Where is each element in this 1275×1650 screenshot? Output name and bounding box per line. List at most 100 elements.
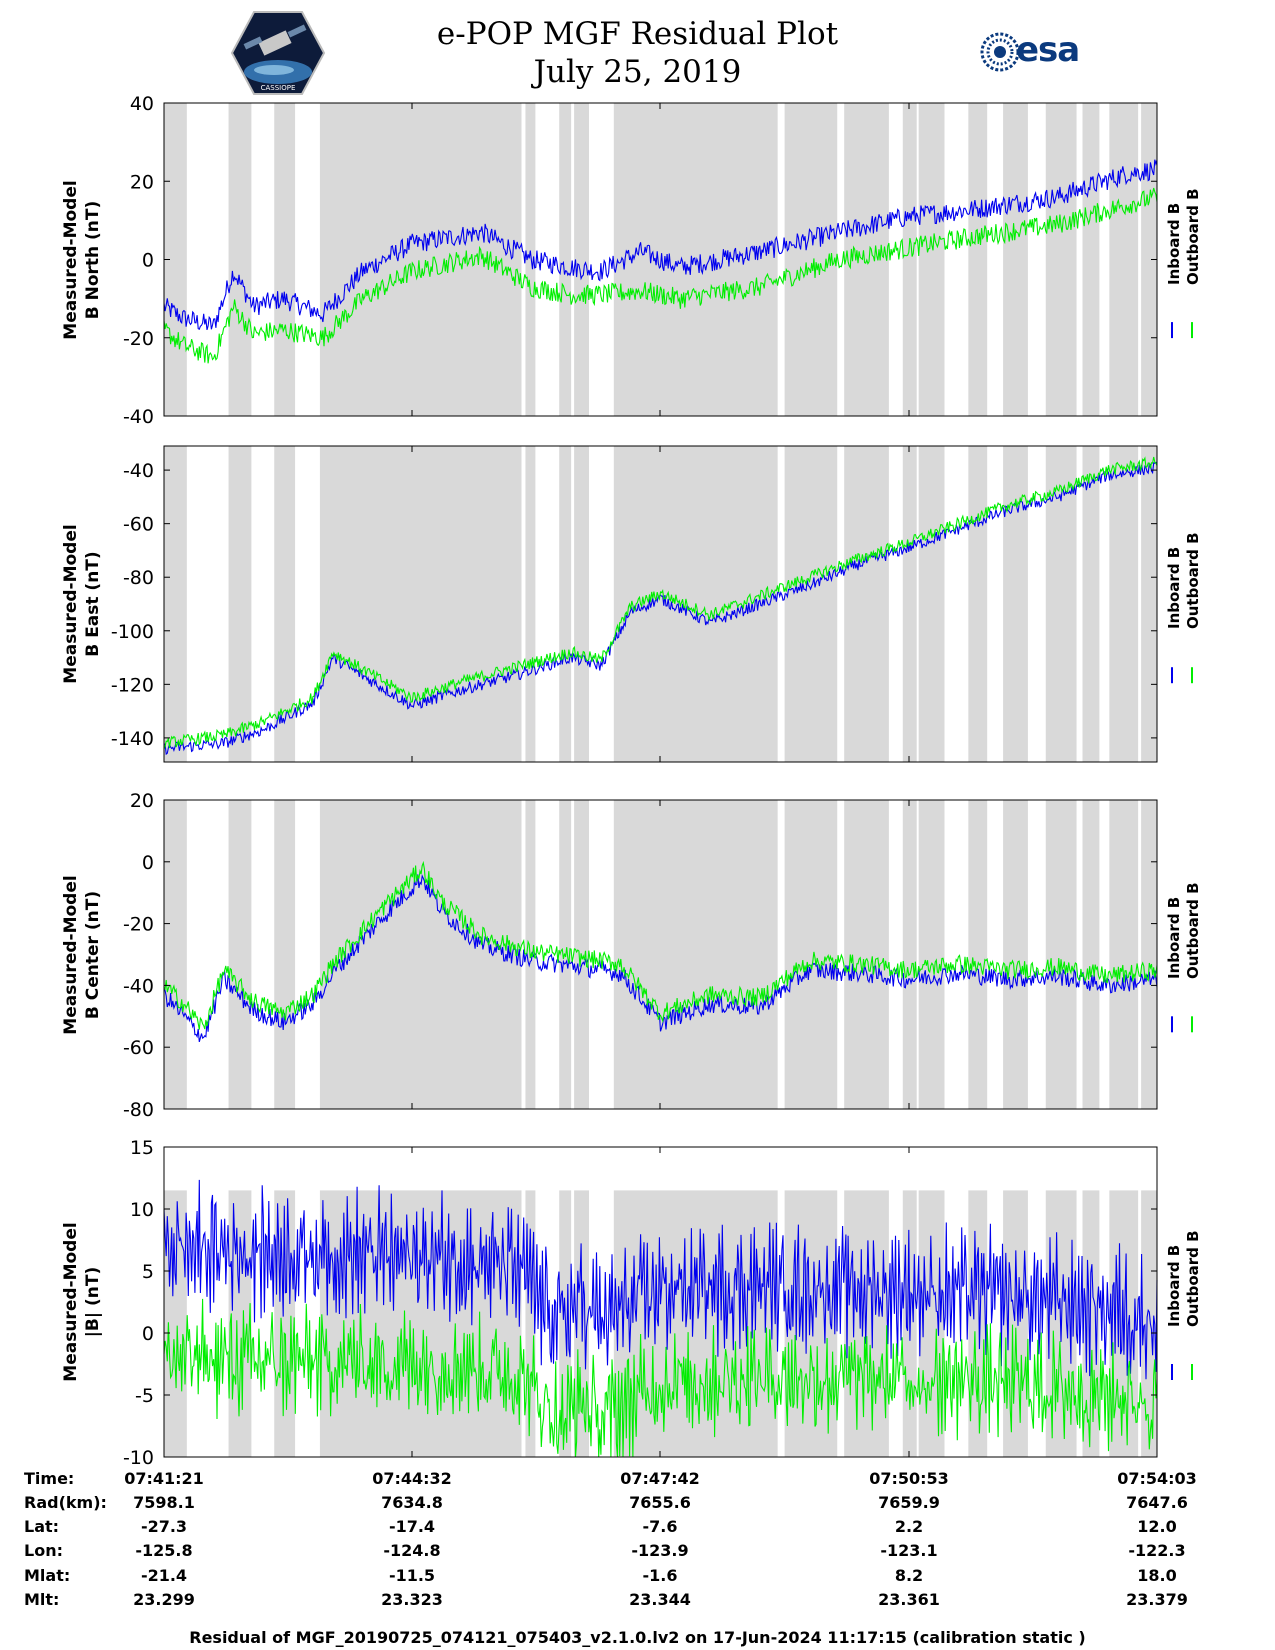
plot-title: e-POP MGF Residual Plot — [436, 16, 839, 52]
data-gap-band — [918, 103, 945, 416]
data-gap-band — [1109, 446, 1139, 762]
y-tick-label: 10 — [130, 1199, 154, 1221]
legend-inboard-label: Inboard B — [1165, 547, 1183, 630]
data-gap-band — [613, 103, 778, 416]
data-gap-band — [902, 446, 917, 762]
y-tick-label: -10 — [123, 1447, 154, 1469]
info-cell: -27.3 — [140, 1517, 188, 1536]
info-cell: 07:47:42 — [620, 1469, 700, 1488]
y-tick-label: -40 — [123, 406, 154, 428]
y-axis-label: Measured-Model |B| (nT) — [60, 1152, 104, 1452]
info-row: Mlat: -21.4 -11.5 -1.6 8.2 18.0 — [0, 1566, 1275, 1590]
series-line-inboard — [163, 159, 1158, 331]
info-cell: 12.0 — [1137, 1517, 1177, 1536]
info-cell: -123.1 — [880, 1541, 938, 1560]
y-tick-label: -20 — [123, 914, 154, 936]
info-row-label: Lon: — [24, 1541, 63, 1560]
info-cell: 8.2 — [894, 1566, 924, 1585]
info-cell: 23.323 — [381, 1590, 443, 1609]
data-gap-band — [1141, 800, 1157, 1109]
info-cell: 07:54:03 — [1117, 1469, 1197, 1488]
y-tick-label: 0 — [142, 852, 154, 874]
y-tick-label: 5 — [142, 1261, 154, 1283]
info-cell: 7655.6 — [629, 1493, 691, 1512]
data-gap-band — [274, 800, 296, 1109]
legend-inboard-label: Inboard B — [1165, 202, 1183, 285]
info-cell: -11.5 — [388, 1566, 436, 1585]
data-gap-band — [228, 103, 252, 416]
data-gap-band — [1082, 103, 1100, 416]
data-gap-band — [164, 800, 187, 1109]
info-cell: 23.299 — [133, 1590, 195, 1609]
y-tick-label: 15 — [130, 1137, 154, 1159]
data-gap-band — [918, 800, 945, 1109]
y-tick-label: -40 — [123, 460, 154, 482]
data-gap-band — [613, 1190, 778, 1457]
data-gap-band — [574, 446, 590, 762]
data-gap-band — [274, 446, 296, 762]
y-tick-label: -80 — [123, 567, 154, 589]
y-tick-label: -60 — [123, 514, 154, 536]
y-axis-label-line2: B North (nT) — [83, 200, 103, 319]
info-row: Lat: -27.3 -17.4 -7.6 2.2 12.0 — [0, 1517, 1275, 1541]
info-row: Mlt: 23.299 23.323 23.344 23.361 23.379 — [0, 1590, 1275, 1614]
footer-caption: Residual of MGF_20190725_074121_075403_v… — [189, 1628, 1086, 1647]
data-gap-band — [613, 800, 778, 1109]
data-gap-band — [1003, 446, 1028, 762]
data-gap-band — [1003, 1190, 1028, 1457]
info-row: Rad(km): 7598.1 7634.8 7655.6 7659.9 7647.6 — [0, 1493, 1275, 1517]
data-gap-band — [1141, 446, 1157, 762]
info-cell: 07:44:32 — [372, 1469, 452, 1488]
data-gap-band — [784, 446, 838, 762]
data-gap-band — [525, 103, 536, 416]
data-gap-band — [968, 1190, 988, 1457]
series-line-inboard — [163, 1179, 1158, 1380]
data-gap-band — [1082, 800, 1100, 1109]
data-gap-band — [1082, 446, 1100, 762]
y-tick-label: -80 — [123, 1099, 154, 1121]
y-tick-label: -100 — [111, 621, 154, 643]
info-cell: -17.4 — [388, 1517, 436, 1536]
series-line-inboard — [163, 873, 1158, 1043]
y-tick-label: 40 — [130, 93, 154, 115]
esa-logo-mark — [980, 32, 1020, 72]
info-cell: 23.379 — [1126, 1590, 1188, 1609]
data-gap-band — [968, 446, 988, 762]
info-cell: -1.6 — [642, 1566, 678, 1585]
info-cell: 07:50:53 — [869, 1469, 949, 1488]
data-gap-band — [1045, 800, 1077, 1109]
legend-outboard-label: Outboard B — [1184, 187, 1202, 285]
info-cell: 23.361 — [878, 1590, 940, 1609]
y-axis-label-line1: Measured-Model — [61, 1222, 81, 1382]
info-row: Lon: -125.8 -124.8 -123.9 -123.1 -122.3 — [0, 1541, 1275, 1565]
y-axis-label: Measured-Model B East (nT) — [60, 454, 104, 754]
data-gap-band — [1003, 103, 1028, 416]
data-gap-band — [844, 800, 889, 1109]
info-row-label: Lat: — [24, 1517, 60, 1536]
info-cell: -125.8 — [135, 1541, 193, 1560]
info-row: Time: 07:41:21 07:44:32 07:47:42 07:50:53 07:… — [0, 1469, 1275, 1493]
info-row-label: Mlat: — [24, 1566, 71, 1585]
info-row-label: Mlt: — [24, 1590, 60, 1609]
data-gap-band — [968, 800, 988, 1109]
data-gap-band — [228, 800, 252, 1109]
data-gap-band — [1003, 800, 1028, 1109]
y-axis-label-line2: |B| (nT) — [83, 1266, 103, 1338]
y-tick-label: -40 — [123, 975, 154, 997]
legend-inboard-label: Inboard B — [1165, 1244, 1183, 1327]
series-line-outboard — [163, 456, 1158, 750]
info-cell: 7647.6 — [1126, 1493, 1188, 1512]
info-cell: -7.6 — [642, 1517, 678, 1536]
series-line-outboard — [163, 860, 1158, 1030]
y-axis-label-line1: Measured-Model — [61, 524, 81, 684]
y-tick-label: -20 — [123, 328, 154, 350]
y-tick-label: -120 — [111, 674, 154, 696]
info-cell: -21.4 — [140, 1566, 188, 1585]
info-cell: 7659.9 — [878, 1493, 940, 1512]
y-axis-label-line1: Measured-Model — [61, 874, 81, 1035]
y-tick-label: -5 — [135, 1385, 154, 1407]
legend-outboard-label: Outboard B — [1184, 882, 1202, 980]
y-axis-label: Measured-Model B North (nT) — [60, 110, 104, 410]
y-tick-label: 0 — [142, 250, 154, 272]
